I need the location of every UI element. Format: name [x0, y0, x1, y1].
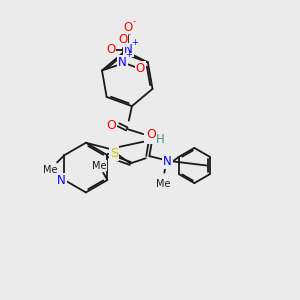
Text: O: O	[146, 128, 156, 141]
Text: -: -	[133, 17, 136, 26]
Text: O: O	[136, 62, 145, 75]
Text: N: N	[118, 56, 127, 69]
Text: O: O	[118, 33, 127, 46]
Text: O: O	[106, 119, 116, 132]
Text: O: O	[106, 44, 115, 56]
Text: O: O	[124, 21, 133, 34]
Text: N: N	[163, 155, 172, 168]
Text: N: N	[57, 173, 66, 187]
Text: -: -	[128, 30, 130, 39]
Text: Me: Me	[92, 160, 106, 170]
Text: Me: Me	[43, 165, 57, 175]
Text: H: H	[155, 133, 164, 146]
Text: N: N	[145, 130, 154, 142]
Text: N: N	[124, 44, 133, 56]
Text: +: +	[125, 50, 132, 59]
Text: +: +	[131, 38, 138, 47]
Text: Me: Me	[156, 179, 171, 189]
Text: S: S	[110, 147, 118, 160]
